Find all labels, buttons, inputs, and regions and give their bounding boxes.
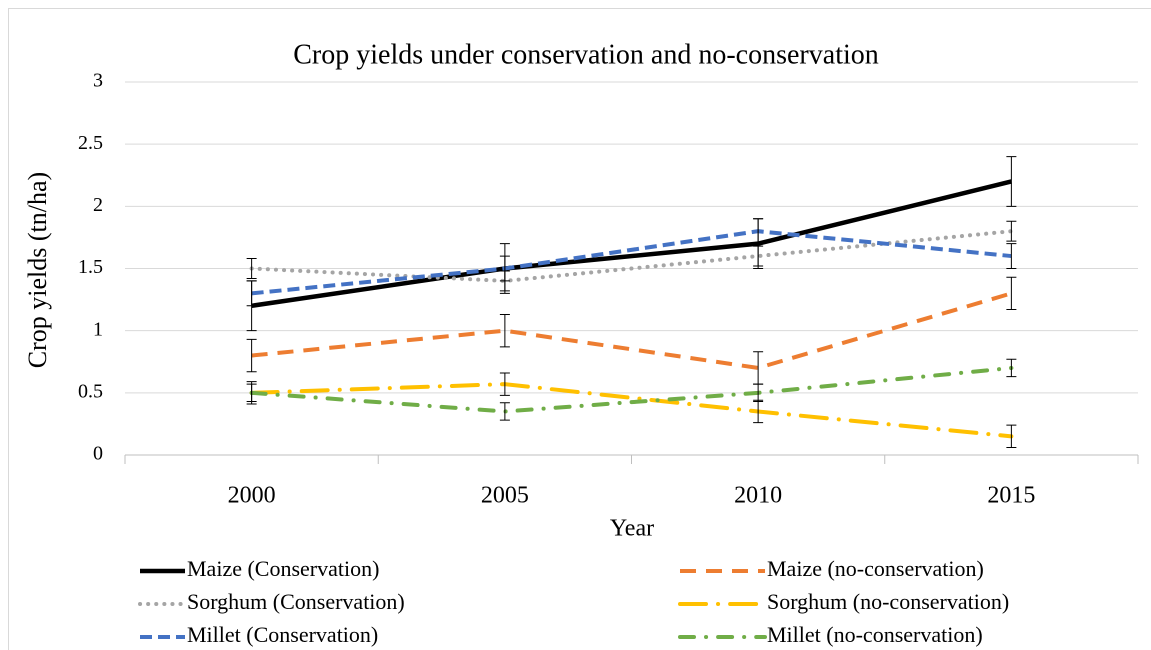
error-bar: [246, 383, 257, 403]
error-bar: [1006, 243, 1017, 269]
y-tick-label: 3: [93, 70, 103, 92]
y-tick-label: 1.5: [78, 256, 103, 278]
y-tick-label: 0.5: [78, 380, 103, 402]
error-bar: [246, 280, 257, 307]
legend-label: Sorghum (no-conservation): [767, 589, 1009, 614]
error-bar: [499, 372, 510, 396]
error-bar: [1006, 358, 1017, 378]
series-line: [249, 382, 1014, 439]
error-bar: [1006, 424, 1017, 449]
legend-label: Maize (Conservation): [187, 556, 379, 581]
y-tick-label: 2: [93, 194, 103, 216]
error-bar: [499, 314, 510, 348]
error-bar: [753, 218, 764, 245]
chart-title: Crop yields under conservation and no-co…: [293, 39, 879, 70]
legend-label: Maize (no-conservation): [767, 556, 984, 581]
error-bar: [1006, 276, 1017, 311]
x-axis-label: Year: [610, 516, 654, 542]
x-tick-label: 2010: [734, 483, 782, 509]
x-tick-label: 2000: [228, 483, 276, 509]
y-tick-label: 1: [93, 318, 103, 340]
error-bar: [1006, 220, 1017, 242]
x-tick-label: 2005: [481, 483, 529, 509]
x-tick-label: 2015: [987, 483, 1035, 509]
series-line: [251, 229, 1012, 296]
error-bar: [753, 245, 764, 267]
error-bar: [753, 383, 764, 403]
legend-label: Millet (Conservation): [187, 622, 378, 647]
series-line: [249, 229, 1014, 283]
series-line: [251, 179, 1012, 309]
legend-label: Sorghum (Conservation): [187, 589, 405, 614]
y-tick-label: 2.5: [78, 132, 103, 154]
error-bar: [1006, 156, 1017, 207]
y-tick-label: 0: [93, 443, 103, 465]
error-bar: [246, 258, 257, 279]
error-bar: [246, 338, 257, 373]
error-bar: [499, 402, 510, 421]
legend-label: Millet (no-conservation): [767, 622, 983, 647]
chart-border: [8, 8, 1151, 650]
error-bar: [499, 255, 510, 282]
y-axis-label: Crop yields (tn/ha): [23, 172, 52, 368]
series-line: [249, 365, 1014, 414]
